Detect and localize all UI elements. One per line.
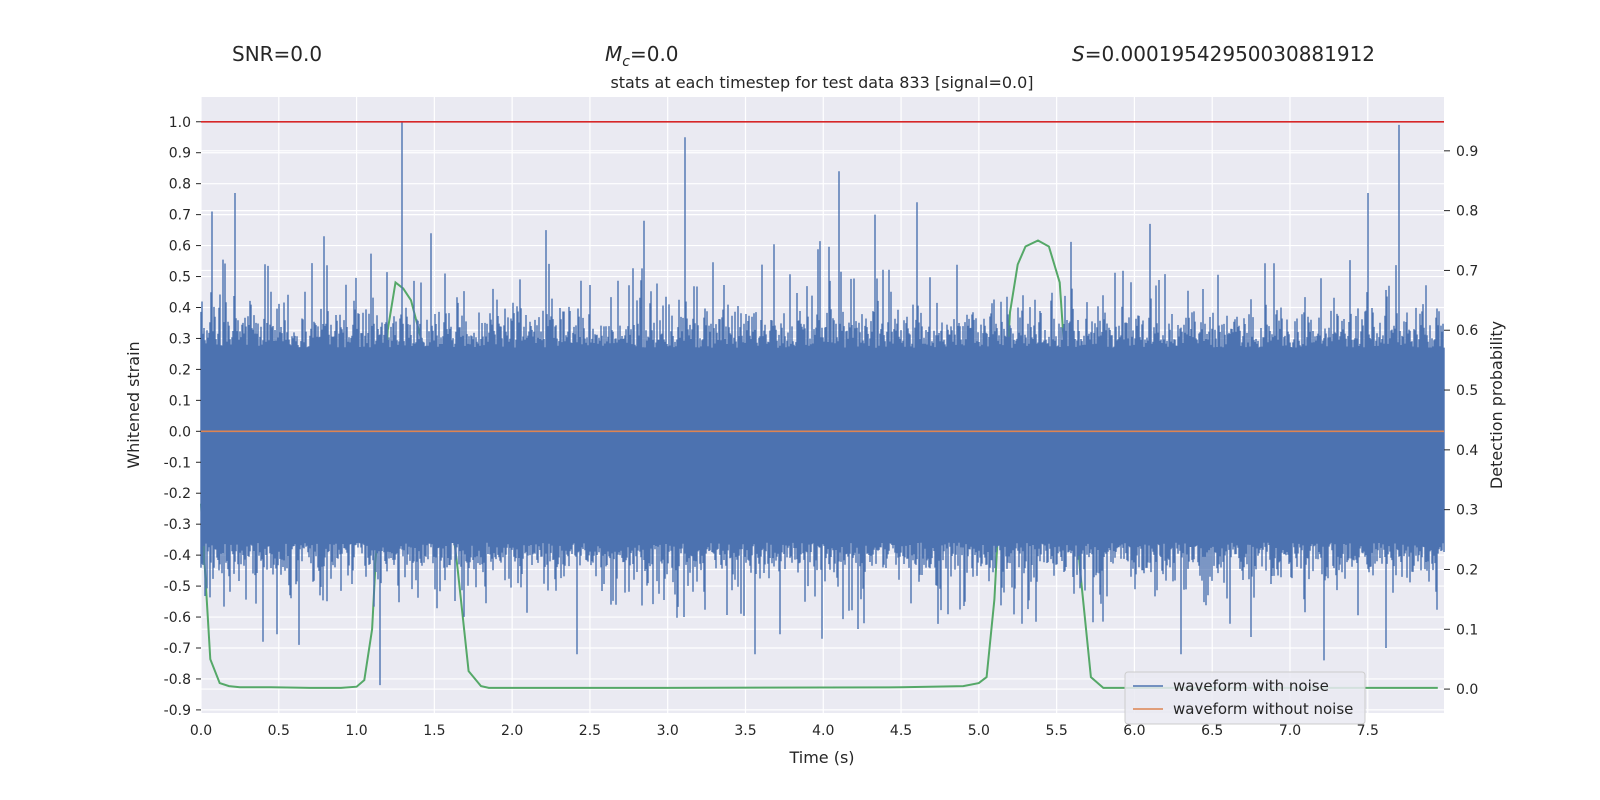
chart-title: stats at each timestep for test data 833… — [610, 73, 1033, 92]
x-tick-label: 4.5 — [890, 723, 912, 739]
y-tick-label: 0.1 — [169, 393, 191, 409]
waveform-with-noise-series — [200, 121, 1445, 686]
x-axis-label: Time (s) — [788, 748, 854, 767]
y-tick-label: 0.2 — [169, 362, 191, 378]
y-tick-label: -0.4 — [164, 548, 191, 564]
x-tick-label: 1.0 — [345, 723, 367, 739]
x-tick-label: 3.0 — [657, 723, 679, 739]
y2-axis-label: Detection probability — [1487, 321, 1506, 489]
y2-tick-label: 0.2 — [1456, 562, 1478, 578]
detection-probability-path — [200, 239, 1438, 689]
y2-tick-label: 0.4 — [1456, 443, 1478, 459]
snr-label: SNR=0.0 — [232, 42, 322, 66]
y2-tick-label: 0.0 — [1456, 682, 1478, 698]
y-tick-label: 0.7 — [169, 208, 191, 224]
y2-tick-label: 0.6 — [1456, 323, 1478, 339]
y-tick-label: -0.5 — [164, 579, 191, 595]
x-tick-label: 4.0 — [812, 723, 834, 739]
x-tick-label: 6.0 — [1123, 723, 1145, 739]
x-axis-ticks: 0.0 0.5 1.0 1.5 2.0 2.5 3.0 3.5 4.0 4.5 5.0 5.5 6.0 6… — [190, 723, 1379, 739]
x-tick-label: 0.5 — [268, 723, 290, 739]
x-tick-label: 5.0 — [968, 723, 990, 739]
y-tick-label: 0.8 — [169, 177, 191, 193]
x-tick-label: 3.5 — [734, 723, 756, 739]
y-tick-label: 0.9 — [169, 146, 191, 162]
y-tick-label: -0.1 — [164, 455, 191, 471]
x-tick-label: 6.5 — [1201, 723, 1223, 739]
y-tick-label: -0.6 — [164, 610, 191, 626]
legend-box — [1124, 671, 1366, 725]
y2-tick-label: 0.1 — [1456, 622, 1478, 638]
x-tick-label: 2.0 — [501, 723, 523, 739]
x-tick-label: 1.5 — [423, 723, 445, 739]
chirp-mass-label: Mc=0.0 — [605, 42, 679, 70]
y-tick-label: -0.8 — [164, 672, 191, 688]
waveform-with-noise-line — [200, 121, 1445, 686]
detection-probability-line — [200, 239, 1438, 689]
legend-label-clean: waveform without noise — [1173, 700, 1353, 718]
x-tick-label: 5.5 — [1045, 723, 1067, 739]
y-tick-label: 0.4 — [169, 300, 191, 316]
y-tick-label: 0.6 — [169, 239, 191, 255]
y2-tick-label: 0.3 — [1456, 503, 1478, 519]
y-tick-label: -0.3 — [164, 517, 191, 533]
y-tick-label: -0.2 — [164, 486, 191, 502]
y-tick-label: 0.3 — [169, 331, 191, 347]
y2-tick-label: 0.7 — [1456, 263, 1478, 279]
y2-tick-label: 0.5 — [1456, 383, 1478, 399]
y2-axis-ticks: 0.0 0.1 0.2 0.3 0.4 0.5 0.6 0.7 0.8 0.9 — [1444, 144, 1478, 698]
y2-tick-label: 0.9 — [1456, 144, 1478, 160]
y-axis-label: Whitened strain — [124, 341, 143, 468]
x-tick-label: 0.0 — [190, 723, 212, 739]
y2-tick-label: 0.8 — [1456, 204, 1478, 220]
x-tick-label: 7.5 — [1357, 723, 1379, 739]
y-tick-label: -0.7 — [164, 641, 191, 657]
y-axis-ticks: -0.9 -0.8 -0.7 -0.6 -0.5 -0.4 -0.3 -0.2 -0.1 0.0 0… — [164, 115, 201, 719]
x-tick-label: 2.5 — [579, 723, 601, 739]
s-statistic-label: S=0.00019542950030881912 — [1072, 42, 1375, 66]
legend-label-noise: waveform with noise — [1173, 677, 1329, 695]
y-tick-label: 1.0 — [169, 115, 191, 131]
y-tick-label: -0.9 — [164, 703, 191, 719]
legend: waveform with noise waveform without noi… — [1124, 671, 1366, 725]
y-tick-label: 0.0 — [169, 424, 191, 440]
x-tick-label: 7.0 — [1279, 723, 1301, 739]
y-tick-label: 0.5 — [169, 270, 191, 286]
